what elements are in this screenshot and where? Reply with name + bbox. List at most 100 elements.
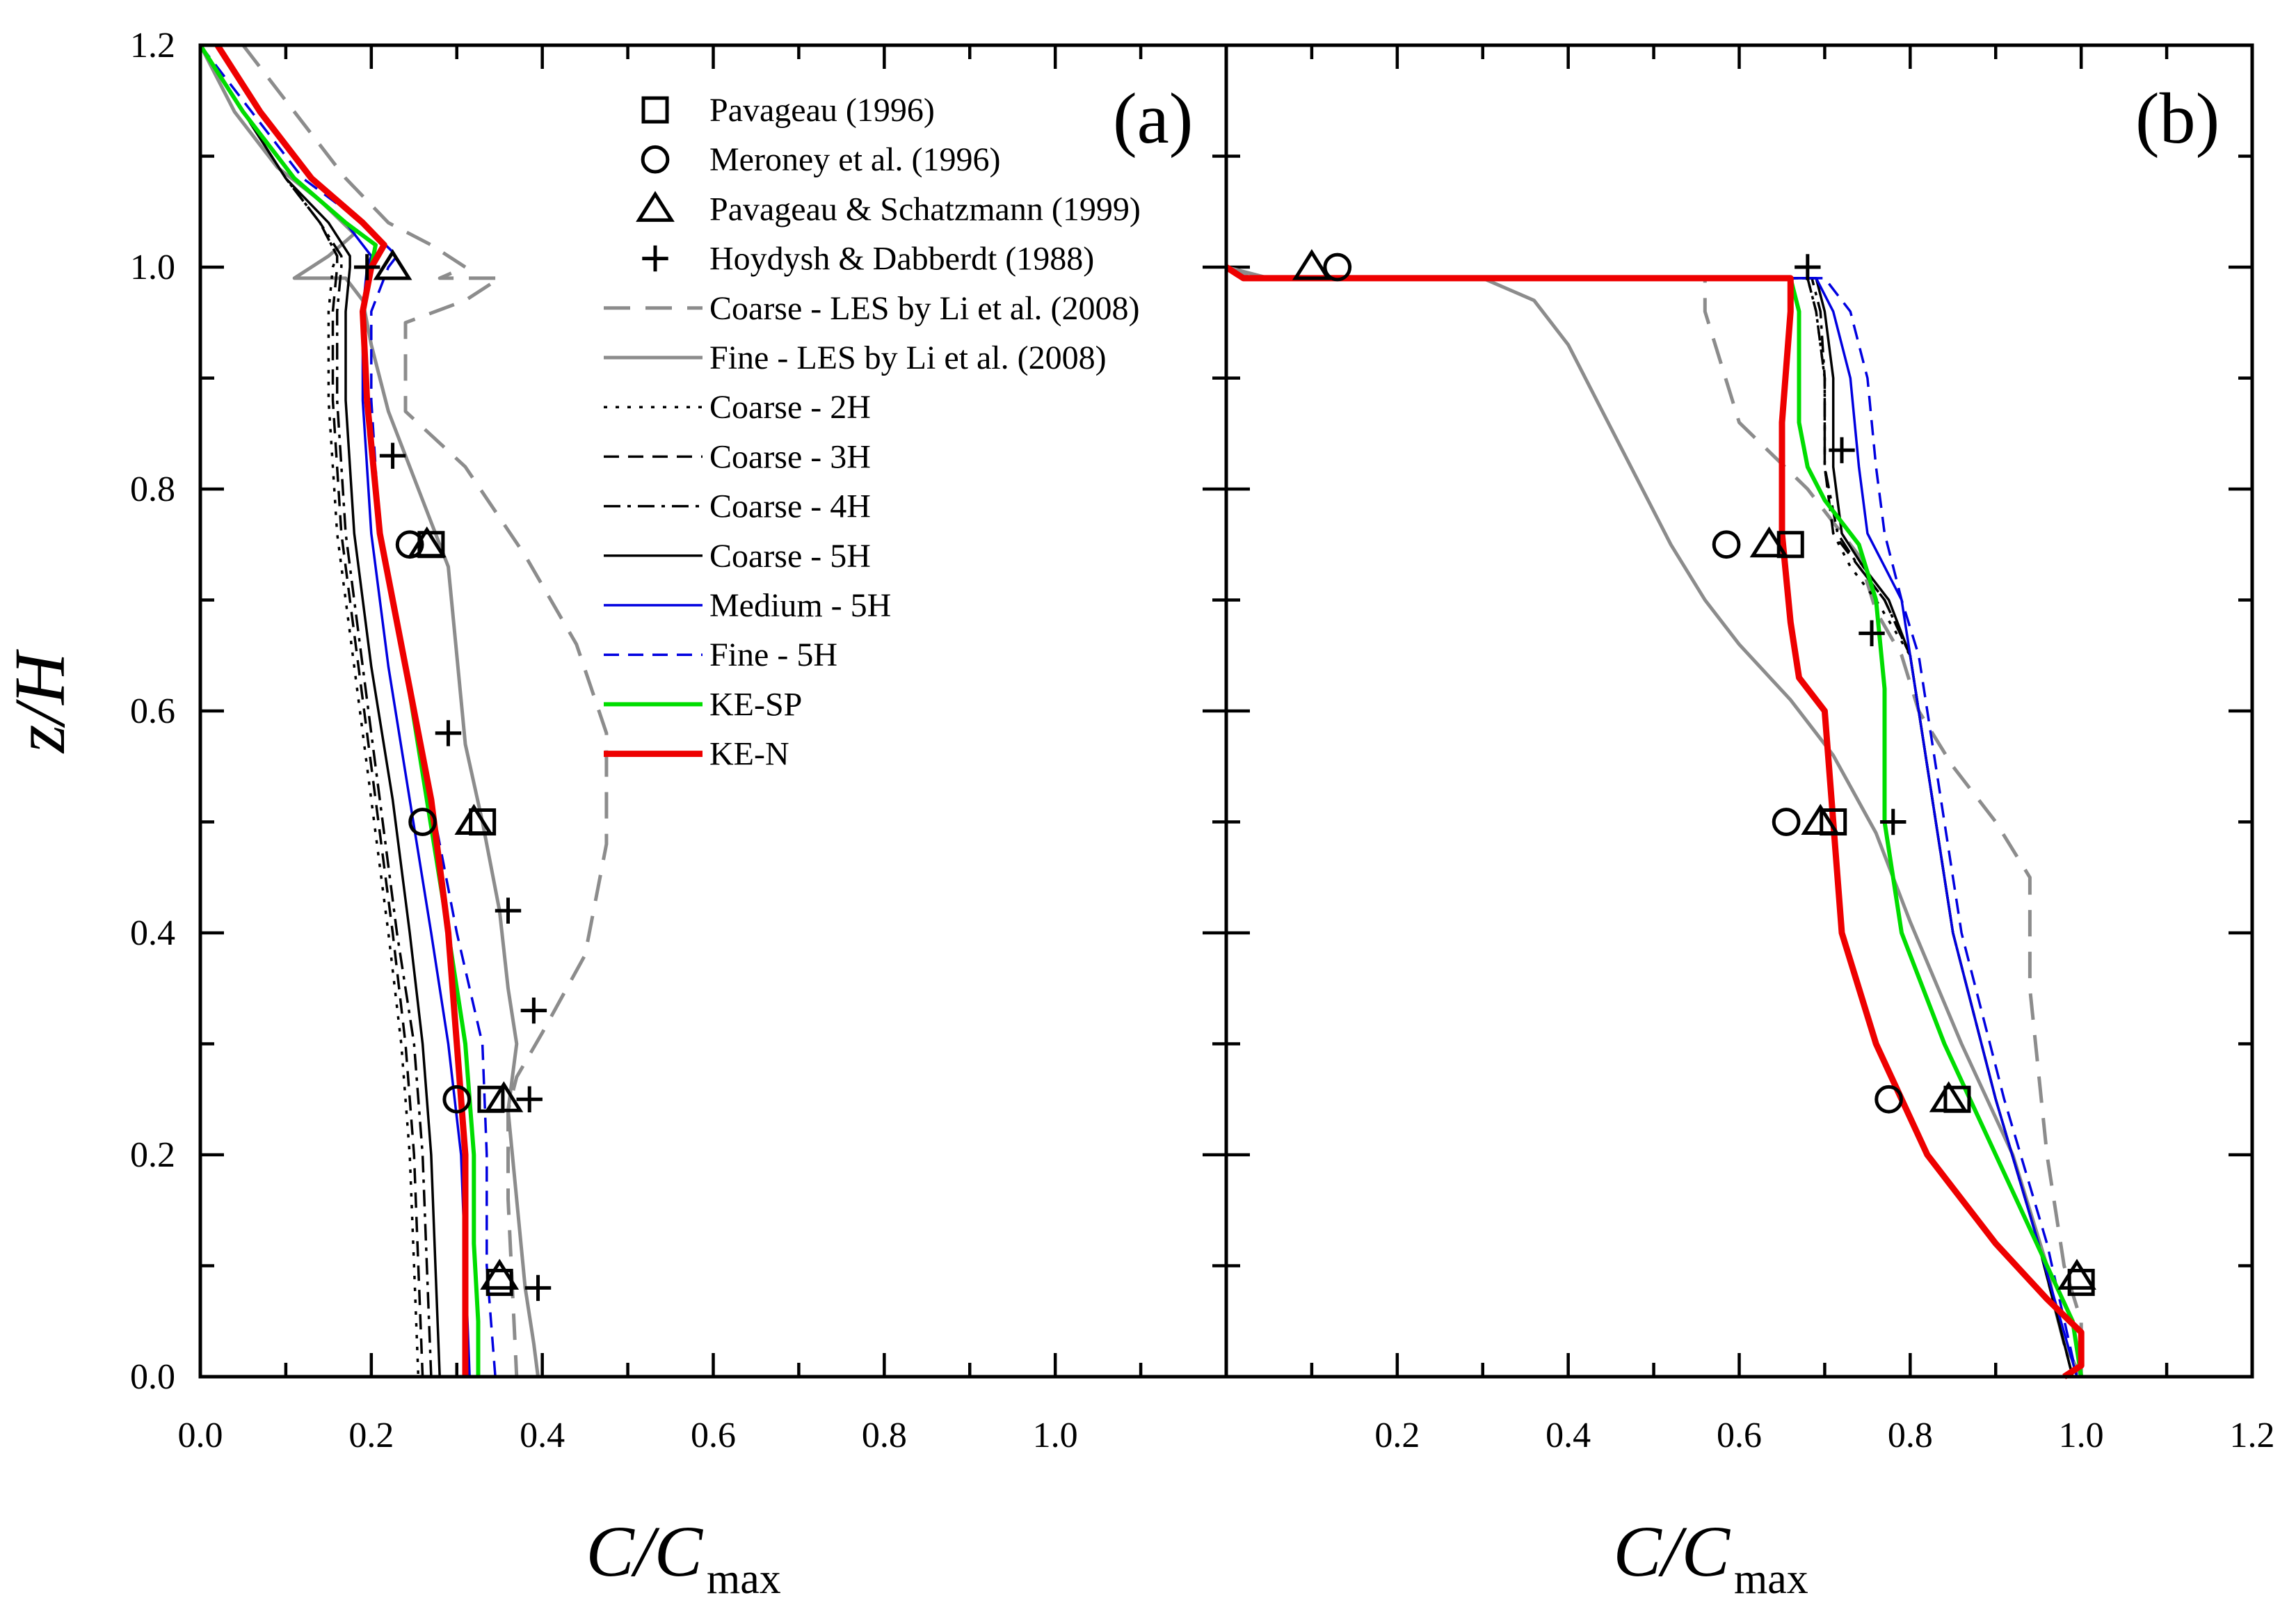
legend: Pavageau (1996) Meroney et al. (1996) Pava… xyxy=(604,92,1141,773)
marker-pavageau-schatzmann-1999-triangle xyxy=(2057,1258,2096,1290)
panel-a-ticks xyxy=(200,45,1226,1377)
series-coarse-2h xyxy=(1226,266,2074,1377)
marker-hoydysh-dabberdt-1988-plus xyxy=(1829,437,1855,463)
panel-b-tick-labels: 0.2 0.4 0.6 0.8 1.0 1.2 xyxy=(1374,1416,2274,1455)
series-ke-sp xyxy=(1225,265,2084,1377)
marker-pavageau-schatzmann-1999-triangle xyxy=(1292,249,1331,280)
legend-hoydysh-dabberdt-1988-plus xyxy=(642,245,668,272)
series-coarse-5h xyxy=(199,45,441,1377)
legend-label-coarse-les-by-li-et-al-2008: Coarse - LES by Li et al. (2008) xyxy=(709,290,1140,327)
y-tick-label: 0.8 xyxy=(130,470,175,509)
panel-a-markers xyxy=(353,249,552,1302)
y-tick-label: 1.2 xyxy=(130,26,175,65)
y-tick-label: 0.6 xyxy=(130,691,175,731)
y-tick-label: 0.0 xyxy=(130,1357,175,1397)
legend-label-coarse-5h: Coarse - 5H xyxy=(709,538,871,575)
x-tick-label: 1.0 xyxy=(1033,1416,1078,1455)
marker-pavageau-schatzmann-1999-triangle xyxy=(480,1258,520,1290)
panel-b-x-axis-subscript: max xyxy=(1734,1555,1808,1603)
legend-label-ke-n: KE-N xyxy=(709,736,789,773)
legend-label-fine-5h: Fine - 5H xyxy=(709,637,837,673)
series-coarse-5h xyxy=(1226,266,2074,1377)
legend-label-medium-5h: Medium - 5H xyxy=(709,587,891,624)
panel-a-x-axis-subscript: max xyxy=(707,1555,781,1603)
marker-pavageau-schatzmann-1999-triangle xyxy=(1929,1081,1968,1112)
y-tick-label: 1.0 xyxy=(130,248,175,287)
x-tick-label: 1.0 xyxy=(2059,1416,2104,1455)
panel-a-series xyxy=(198,43,609,1377)
x-tick-label: 0.4 xyxy=(520,1416,565,1455)
panel-b-markers xyxy=(1292,249,2096,1296)
marker-hoydysh-dabberdt-1988-plus xyxy=(1880,808,1906,835)
series-coarse-les-by-li-et-al-2008 xyxy=(241,44,609,1377)
panel-b-label: (b) xyxy=(2135,79,2219,159)
x-tick-label: 0.4 xyxy=(1546,1416,1591,1455)
panel-a-x-axis-title: C/C xyxy=(586,1512,703,1592)
marker-meroney-et-al-1996-circle xyxy=(1772,808,1801,836)
marker-pavageau-schatzmann-1999-triangle xyxy=(373,249,412,280)
series-coarse-2h xyxy=(199,45,420,1377)
panel-a-tick-labels: 0.0 0.2 0.4 0.6 0.8 1.0 0.0 0.2 0.4 0.6 0.8 1.0 1.2 xyxy=(130,26,1078,1455)
marker-hoydysh-dabberdt-1988-plus xyxy=(1859,620,1885,647)
panel-b-ticks xyxy=(1226,45,2252,1377)
x-tick-label: 0.0 xyxy=(178,1416,223,1455)
marker-meroney-et-al-1996-circle xyxy=(442,1085,472,1114)
panel-b: 0.2 0.4 0.6 0.8 1.0 1.2 (b) xyxy=(1224,45,2275,1455)
marker-meroney-et-al-1996-circle xyxy=(1323,253,1352,282)
legend-meroney-et-al-1996-circle xyxy=(641,145,670,174)
panel-a-label: (a) xyxy=(1113,79,1193,159)
marker-meroney-et-al-1996-circle xyxy=(408,808,437,836)
marker-pavageau-schatzmann-1999-triangle xyxy=(1801,803,1840,835)
series-ke-n xyxy=(1224,264,2085,1379)
marker-hoydysh-dabberdt-1988-plus xyxy=(379,442,406,469)
legend-label-coarse-2h: Coarse - 2H xyxy=(709,389,871,426)
marker-hoydysh-dabberdt-1988-plus xyxy=(516,1086,543,1112)
panel-a: 0.0 0.2 0.4 0.6 0.8 1.00.00.20.40.60.81.01.2 … xyxy=(130,26,1226,1455)
series-fine-5h xyxy=(1226,266,2078,1377)
legend-label-coarse-4h: Coarse - 4H xyxy=(709,488,871,525)
marker-pavageau-schatzmann-1999-triangle xyxy=(1749,526,1789,558)
marker-pavageau-schatzmann-1999-triangle xyxy=(484,1081,524,1112)
y-tick-label: 0.2 xyxy=(130,1135,175,1175)
marker-hoydysh-dabberdt-1988-plus xyxy=(524,1274,552,1302)
legend-label-meroney-et-al-1996: Meroney et al. (1996) xyxy=(709,141,1001,178)
marker-hoydysh-dabberdt-1988-plus xyxy=(1795,254,1821,280)
x-tick-label: 0.8 xyxy=(1888,1416,1933,1455)
series-coarse-3h xyxy=(199,45,424,1377)
series-coarse-4h xyxy=(1226,266,2074,1377)
series-coarse-4h xyxy=(199,45,433,1377)
marker-hoydysh-dabberdt-1988-plus xyxy=(520,997,547,1024)
legend-pavageau-schatzmann-1999-triangle xyxy=(636,191,675,222)
legend-label-ke-sp: KE-SP xyxy=(709,686,802,723)
marker-pavageau-schatzmann-1999-triangle xyxy=(454,803,494,835)
x-tick-label: 0.8 xyxy=(862,1416,907,1455)
x-tick-label: 0.2 xyxy=(1374,1416,1420,1455)
series-medium-5h xyxy=(1226,266,2078,1377)
legend-label-hoydysh-dabberdt-1988: Hoydysh & Dabberdt (1988) xyxy=(709,241,1094,278)
series-fine-les-by-li-et-al-2008 xyxy=(1226,265,2083,1378)
marker-pavageau-schatzmann-1999-triangle xyxy=(407,526,447,558)
legend-label-pavageau-1996: Pavageau (1996) xyxy=(709,92,935,129)
legend-label-coarse-3h: Coarse - 3H xyxy=(709,438,871,475)
marker-hoydysh-dabberdt-1988-plus xyxy=(353,254,380,280)
legend-label-pavageau-schatzmann-1999: Pavageau & Schatzmann (1999) xyxy=(709,191,1141,227)
legend-pavageau-1996-square xyxy=(641,96,669,124)
series-ke-n xyxy=(214,43,469,1377)
marker-meroney-et-al-1996-circle xyxy=(1874,1085,1903,1114)
y-tick-label: 0.4 xyxy=(130,913,175,953)
panel-b-x-axis-title: C/C xyxy=(1613,1512,1731,1592)
x-tick-label: 1.2 xyxy=(2230,1416,2275,1455)
series-fine-5h xyxy=(199,44,497,1377)
series-coarse-les-by-li-et-al-2008 xyxy=(1226,265,2083,1377)
x-tick-label: 0.6 xyxy=(1717,1416,1762,1455)
marker-meroney-et-al-1996-circle xyxy=(1712,530,1741,559)
panel-b-series xyxy=(1224,264,2085,1379)
x-tick-label: 0.2 xyxy=(348,1416,394,1455)
series-coarse-3h xyxy=(1226,266,2074,1377)
marker-hoydysh-dabberdt-1988-plus xyxy=(435,720,462,746)
legend-label-fine-les-by-li-et-al-2008: Fine - LES by Li et al. (2008) xyxy=(709,339,1107,376)
y-axis-title: z/H xyxy=(0,649,80,754)
x-tick-label: 0.6 xyxy=(691,1416,736,1455)
marker-hoydysh-dabberdt-1988-plus xyxy=(495,897,522,924)
